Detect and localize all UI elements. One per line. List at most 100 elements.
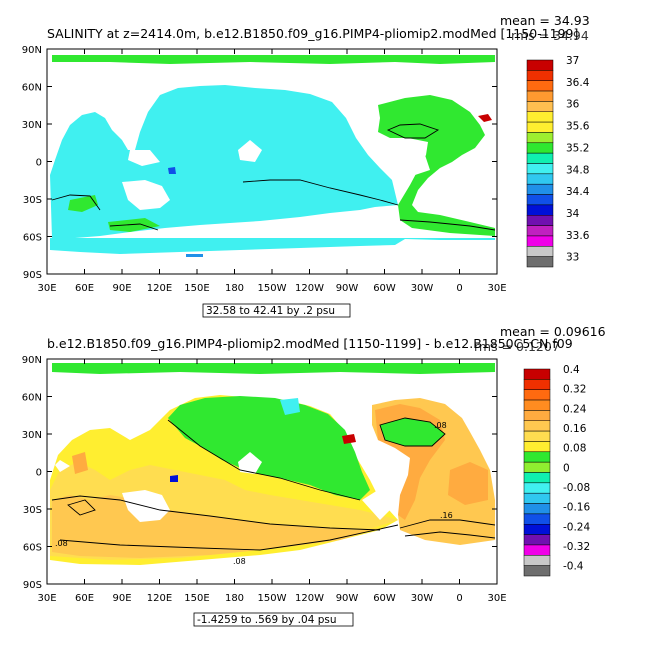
colorbar-swatch <box>526 111 554 123</box>
colorbar-swatch <box>523 555 551 566</box>
southern-ocean-region <box>50 238 495 254</box>
colorbar-swatch <box>526 225 554 237</box>
colorbar-swatch <box>523 565 551 577</box>
colorbar-swatch <box>526 163 554 175</box>
colorbar-swatch <box>523 379 551 390</box>
colorbar-label: 0.16 <box>563 423 587 435</box>
colorbar-label: 0.24 <box>563 403 587 415</box>
colorbar-label: 36.4 <box>566 77 590 89</box>
colorbar-swatch <box>526 256 554 268</box>
y-tick-label: 90N <box>22 45 42 56</box>
colorbar-swatch <box>526 173 554 185</box>
colorbar-label: 36 <box>566 99 580 111</box>
colorbar-swatch <box>523 534 551 546</box>
colorbar-label: 0 <box>563 462 570 474</box>
x-tick-label: 150W <box>258 283 287 294</box>
colorbar-label: 35.6 <box>566 121 590 133</box>
colorbar-label: 0.4 <box>563 364 580 376</box>
panel2-title: b.e12.B1850.f09_g16.PIMP4-pliomip2.modMe… <box>47 336 573 351</box>
colorbar-swatch <box>526 132 554 144</box>
y-tick-label: 0 <box>36 468 42 479</box>
north-pacific-green <box>168 396 370 500</box>
y-tick-label: 60S <box>23 543 42 554</box>
contour-label-1: .08 <box>434 421 447 430</box>
panel1-rms: rms = 34.94 <box>511 28 589 43</box>
arctic-region <box>52 55 495 64</box>
colorbar-swatch <box>526 235 554 247</box>
colorbar-swatch <box>526 246 554 257</box>
colorbar-swatch <box>523 503 551 515</box>
colorbar-label: 0.32 <box>563 384 586 396</box>
y-tick-label: 0 <box>36 158 42 169</box>
colorbar-swatch <box>523 410 551 421</box>
contour-label-3: .16 <box>440 511 453 520</box>
colorbar-swatch <box>526 204 554 216</box>
colorbar-swatch <box>523 461 551 473</box>
colorbar-swatch <box>523 544 551 556</box>
colorbar-swatch <box>526 142 554 154</box>
colorbar-label: -0.4 <box>563 561 584 573</box>
x-tick-label: 30E <box>487 283 506 294</box>
y-tick-label: 30N <box>22 430 42 441</box>
x-tick-label: 30E <box>37 593 56 604</box>
colorbar-swatch <box>523 368 551 380</box>
colorbar-swatch <box>526 101 554 113</box>
x-tick-label: 30E <box>37 283 56 294</box>
panel2-range-label: -1.4259 to .569 by .04 psu <box>197 614 337 626</box>
x-tick-label: 0 <box>456 593 462 604</box>
x-tick-label: 180 <box>225 283 244 294</box>
salinity-panel: SALINITY at z=2414.0m, b.e12.B1850.f09_g… <box>22 13 590 318</box>
x-tick-label: 120E <box>147 283 172 294</box>
colorbar-swatch <box>523 399 551 411</box>
x-tick-label: 150W <box>258 593 287 604</box>
y-tick-label: 30N <box>22 120 42 131</box>
x-tick-label: 120W <box>295 593 324 604</box>
x-tick-label: 60E <box>75 283 94 294</box>
colorbar-swatch <box>526 90 554 102</box>
x-tick-label: 60W <box>373 283 396 294</box>
y-tick-label: 60S <box>23 233 42 244</box>
colorbar-swatch <box>523 492 551 504</box>
y-tick-label: 60N <box>22 83 42 94</box>
x-tick-label: 90E <box>112 593 131 604</box>
colorbar-swatch <box>523 513 551 525</box>
colorbar-swatch <box>523 472 551 484</box>
panel1-title: SALINITY at z=2414.0m, b.e12.B1850.f09_g… <box>47 26 578 41</box>
colorbar-label: 34.4 <box>566 186 590 198</box>
colorbar-label: 33 <box>566 252 579 264</box>
colorbar-label: 33.6 <box>566 230 590 242</box>
colorbar-swatch <box>523 451 551 463</box>
contour-label-4: .08 <box>55 539 68 548</box>
colorbar-swatch <box>523 389 551 401</box>
colorbar-label: 35.2 <box>566 142 589 154</box>
colorbar-swatch <box>523 524 551 535</box>
panel1-mean: mean = 34.93 <box>500 13 590 28</box>
y-tick-label: 90S <box>23 270 42 281</box>
x-tick-label: 0 <box>456 283 462 294</box>
colorbar-label: 37 <box>566 55 579 67</box>
colorbar-swatch <box>526 121 554 133</box>
panel2-mean: mean = 0.09616 <box>500 324 606 339</box>
colorbar-swatch <box>526 152 554 164</box>
y-tick-label: 90N <box>22 355 42 366</box>
colorbar-swatch <box>523 420 551 432</box>
x-tick-label: 120E <box>147 593 172 604</box>
y-tick-label: 30S <box>23 505 42 516</box>
x-tick-label: 120W <box>295 283 324 294</box>
x-tick-label: 150E <box>184 593 209 604</box>
colorbar-label: 34 <box>566 208 580 220</box>
colorbar-label: 34.8 <box>566 164 589 176</box>
colorbar-swatch <box>526 194 554 206</box>
colorbar-label: 0.08 <box>563 443 586 455</box>
x-tick-label: 90W <box>336 283 359 294</box>
x-tick-label: 90E <box>112 283 131 294</box>
colorbar-swatch <box>523 430 551 442</box>
colorbar-swatch <box>526 59 554 71</box>
colorbar-swatch <box>526 215 554 226</box>
x-tick-label: 60E <box>75 593 94 604</box>
x-tick-label: 150E <box>184 283 209 294</box>
y-tick-label: 60N <box>22 393 42 404</box>
panel1-range-label: 32.58 to 42.41 by .2 psu <box>206 305 335 317</box>
colorbar-swatch <box>526 183 554 195</box>
y-tick-label: 90S <box>23 580 42 591</box>
